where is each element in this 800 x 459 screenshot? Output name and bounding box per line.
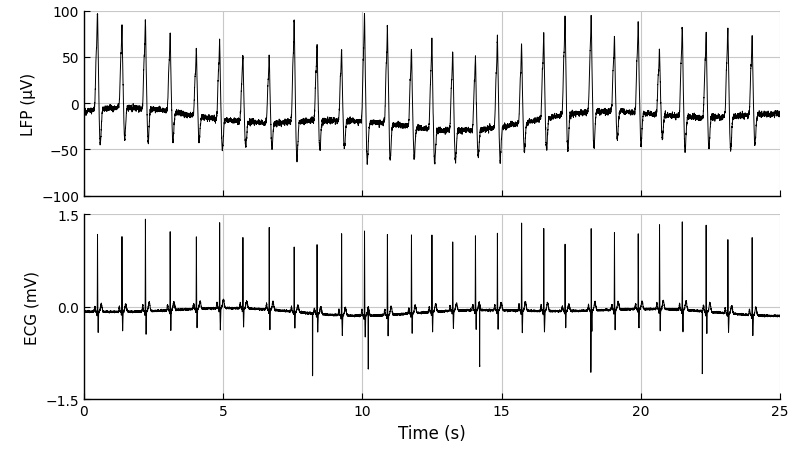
X-axis label: Time (s): Time (s) — [398, 424, 466, 442]
Y-axis label: ECG (mV): ECG (mV) — [25, 270, 40, 344]
Y-axis label: LFP (μV): LFP (μV) — [21, 73, 35, 135]
